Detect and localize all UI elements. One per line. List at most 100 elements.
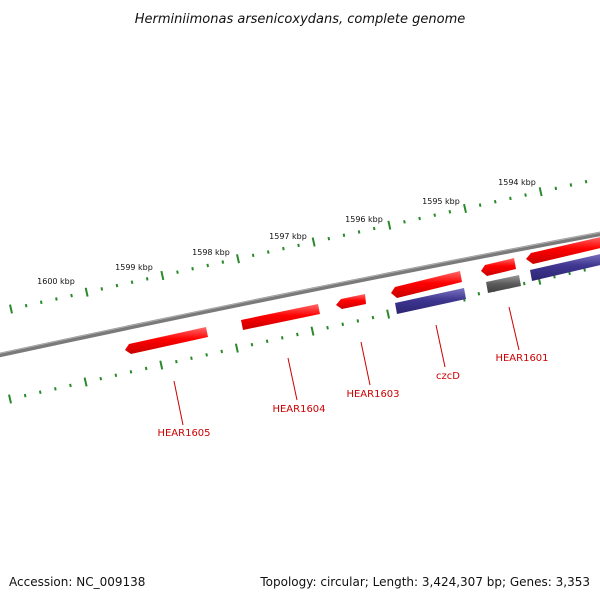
leader-hear1604 [287,357,298,401]
gene-label-hear1605: HEAR1605 [157,428,210,439]
accession-text: Accession: NC_009138 [9,575,145,589]
minor-tick [220,349,224,354]
major-tick [9,304,13,314]
lower-tick-track [8,268,586,404]
minor-tick [342,233,346,238]
minor-tick [250,342,254,347]
minor-tick [266,250,270,254]
minor-tick [100,287,104,291]
kbp-label-1598: 1598 kbp [192,248,230,257]
gene-labels: HEAR1605 HEAR1604 HEAR1603 czcD HEAR1601 [157,353,548,439]
genome-backbone [0,231,600,358]
minor-tick [418,216,421,221]
kbp-label-1594: 1594 kbp [498,178,536,187]
major-tick [386,309,391,319]
kbp-label-1600: 1600 kbp [37,277,75,286]
map-title: Herminiimonas arsenicoxydans, complete g… [135,12,465,27]
minor-tick [568,271,571,276]
major-tick [387,220,392,230]
major-tick [159,360,164,370]
minor-tick [371,315,375,320]
minor-tick [39,300,43,305]
minor-tick [115,283,119,288]
gene-arrow-hear1603[interactable] [336,294,366,309]
leader-czcD [435,324,446,368]
major-tick [463,203,467,214]
major-tick [236,254,240,264]
gene-arrow-upper-hear1601[interactable] [481,258,516,276]
major-tick [160,270,165,281]
minor-tick [372,226,376,231]
kbp-label-1595: 1595 kbp [422,197,460,206]
minor-tick [129,370,133,374]
minor-tick [327,236,331,241]
minor-tick [69,383,72,388]
minor-tick [524,193,527,197]
minor-tick [221,260,225,264]
kbp-label-1599: 1599 kbp [115,263,153,272]
gene-arrow-upper-czcD[interactable] [391,271,462,298]
minor-tick [175,359,178,364]
minor-tick [478,203,482,207]
gene-label-hear1603: HEAR1603 [346,389,399,400]
major-tick [311,237,316,247]
minor-tick [251,253,255,258]
major-tick [83,377,88,387]
gene-arrow-hear1601[interactable] [486,275,521,293]
minor-tick [282,246,285,251]
minor-tick [493,199,497,204]
minor-tick [341,322,345,327]
gene-features [125,236,600,354]
minor-tick [176,270,179,274]
minor-tick [55,297,58,301]
major-tick [310,326,315,336]
leader-hear1601 [508,306,520,351]
minor-tick [583,268,586,272]
minor-tick [297,243,300,248]
minor-tick [477,291,481,296]
minor-tick [326,325,329,330]
minor-tick [24,303,28,308]
gene-label-hear1601: HEAR1601 [495,353,548,364]
minor-tick [265,339,269,344]
minor-tick [205,353,208,357]
minor-tick [554,186,558,191]
major-tick [538,187,543,197]
kbp-label-1596: 1596 kbp [345,215,383,224]
major-tick [234,343,239,353]
major-tick [8,394,12,404]
minor-tick [448,209,452,214]
minor-tick [190,356,193,361]
label-leaders [173,306,520,426]
minor-tick [145,277,149,281]
minor-tick [569,183,573,187]
upper-tick-track [9,179,588,314]
minor-tick [23,393,27,398]
minor-tick [509,196,512,201]
gene-arrow-upper-right[interactable] [526,236,600,264]
leader-hear1603 [360,341,371,386]
minor-tick [522,281,526,286]
topology-text: Topology: circular; Length: 3,424,307 bp… [259,575,590,589]
gene-arrow-lower-right[interactable] [530,253,600,281]
gene-arrow-hear1604[interactable] [241,304,320,330]
gene-arrow-hear1605[interactable] [125,327,208,354]
minor-tick [130,280,134,285]
genome-backbone-highlight [0,231,600,354]
minor-tick [191,267,194,271]
minor-tick [403,220,406,224]
minor-tick [296,332,299,337]
kbp-label-1597: 1597 kbp [269,232,307,241]
minor-tick [144,366,148,371]
major-tick [84,287,89,297]
minor-tick [38,390,42,395]
minor-tick [70,293,73,298]
gene-arrow-czcD[interactable] [395,288,466,314]
minor-tick [54,387,57,391]
minor-tick [114,373,118,378]
gene-label-czcD: czcD [436,371,460,382]
kbp-labels: 1600 kbp 1599 kbp 1598 kbp 1597 kbp 1596… [37,178,536,286]
minor-tick [280,336,284,340]
minor-tick [99,376,103,381]
